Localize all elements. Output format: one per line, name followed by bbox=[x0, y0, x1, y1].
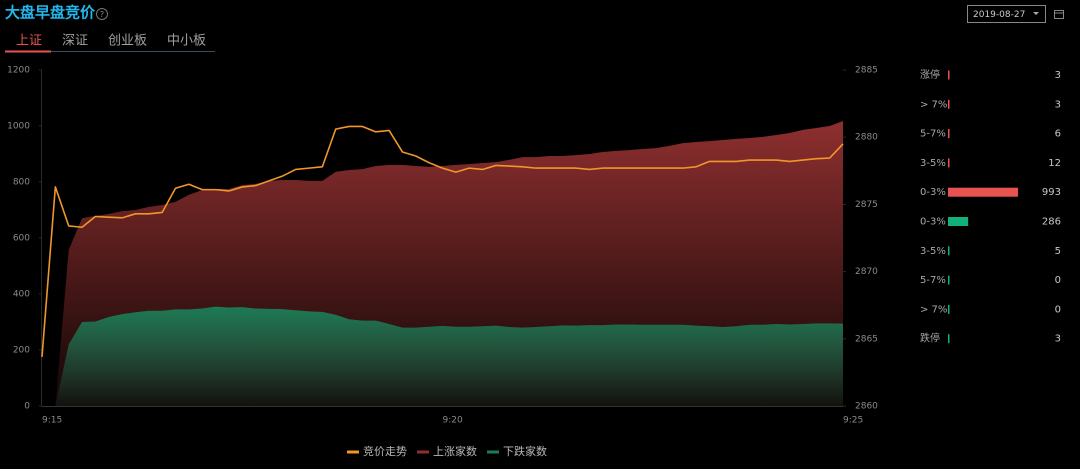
panel-label: 0-3% bbox=[920, 217, 946, 228]
help-icon[interactable] bbox=[96, 8, 108, 20]
area bbox=[42, 306, 843, 406]
panel-bar bbox=[948, 275, 950, 285]
x-tick-label: 9:15 bbox=[42, 416, 62, 426]
panel-bar bbox=[948, 158, 950, 168]
y-tick-label: 1000 bbox=[7, 122, 30, 132]
calendar-frame[interactable] bbox=[1054, 10, 1064, 19]
panel-label: 3-5% bbox=[920, 158, 946, 169]
legend-label: 下跌家数 bbox=[503, 444, 547, 458]
legend-label: 竞价走势 bbox=[363, 444, 407, 458]
panel-count: 6 bbox=[1055, 129, 1061, 140]
panel-count: 0 bbox=[1055, 304, 1061, 315]
y-tick-label: 800 bbox=[13, 178, 30, 188]
y-tick-label: 1200 bbox=[7, 66, 30, 76]
tab[interactable]: 中小板 bbox=[167, 34, 206, 49]
tab[interactable]: 创业板 bbox=[108, 34, 147, 49]
panel-count: 5 bbox=[1055, 246, 1061, 257]
tab[interactable]: 上证 bbox=[16, 34, 42, 49]
panel-count: 12 bbox=[1048, 158, 1061, 169]
panel-bar bbox=[948, 334, 950, 344]
panel-bar bbox=[948, 129, 950, 139]
y2-tick-label: 2870 bbox=[855, 267, 878, 277]
panel-count: 286 bbox=[1042, 217, 1061, 228]
panel-count: 993 bbox=[1042, 187, 1061, 198]
panel-label: > 7% bbox=[920, 99, 947, 110]
dropdown-arrow[interactable] bbox=[1033, 12, 1039, 15]
panel-label: 0-3% bbox=[920, 187, 946, 198]
panel-label: 涨停 bbox=[920, 68, 940, 81]
tab[interactable]: 深证 bbox=[62, 34, 88, 49]
y2-tick-label: 2880 bbox=[855, 133, 878, 143]
panel-bar bbox=[948, 304, 950, 314]
date-box[interactable] bbox=[967, 5, 1046, 23]
panel-label: > 7% bbox=[920, 304, 947, 315]
x-tick-label: 9:20 bbox=[443, 416, 463, 426]
date-text[interactable]: 2019-08-27 bbox=[973, 10, 1025, 20]
panel-label: 5-7% bbox=[920, 275, 946, 286]
y2-tick-label: 2860 bbox=[855, 402, 878, 412]
y2-tick-label: 2865 bbox=[855, 334, 878, 344]
panel-label: 跌停 bbox=[920, 332, 940, 345]
y2-tick-label: 2875 bbox=[855, 200, 878, 210]
line bbox=[41, 125, 844, 358]
panel-bar bbox=[948, 217, 969, 226]
page-title: 大盘早盘竞价 bbox=[5, 4, 96, 22]
panel-bar bbox=[948, 70, 950, 80]
panel-bar bbox=[948, 99, 950, 109]
panel-count: 3 bbox=[1055, 99, 1061, 110]
panel-label: 3-5% bbox=[920, 246, 946, 257]
calendar-icon[interactable] bbox=[1054, 10, 1064, 19]
y-tick-label: 400 bbox=[13, 290, 30, 300]
panel-label: 5-7% bbox=[920, 129, 946, 140]
panel-count: 3 bbox=[1055, 70, 1061, 81]
help-mark[interactable]: ? bbox=[100, 10, 104, 19]
x-tick-label: 9:25 bbox=[843, 416, 863, 426]
y-tick-label: 600 bbox=[13, 234, 30, 244]
legend-label: 上涨家数 bbox=[433, 444, 477, 458]
date-picker[interactable]: 2019-08-27 bbox=[967, 5, 1046, 23]
y-tick-label: 200 bbox=[13, 346, 30, 356]
panel-bar bbox=[948, 246, 950, 256]
panel-bar bbox=[948, 187, 1018, 197]
y-tick-label: 0 bbox=[24, 402, 30, 412]
y2-tick-label: 2885 bbox=[855, 66, 878, 76]
panel-count: 0 bbox=[1055, 275, 1061, 286]
panel-count: 3 bbox=[1055, 334, 1061, 345]
